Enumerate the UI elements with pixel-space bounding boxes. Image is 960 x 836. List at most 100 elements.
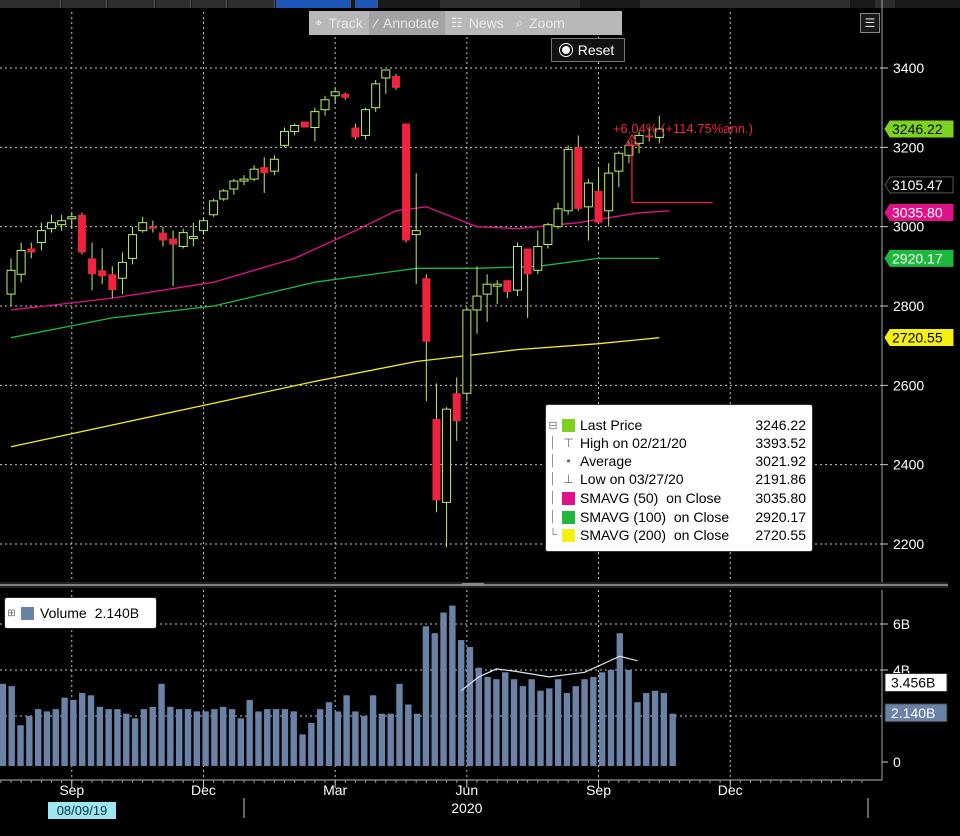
candle bbox=[148, 220, 157, 233]
trend-annotation[interactable]: +6.04% (+114.75%ann.) bbox=[613, 121, 753, 204]
news-button[interactable]: ☷ News bbox=[445, 11, 510, 35]
price-legend[interactable]: ⊟ Last Price 3246.22 │ ⊤ High on 02/21/2… bbox=[545, 404, 813, 552]
volume-bar bbox=[396, 683, 403, 766]
range-button-5y[interactable] bbox=[192, 0, 227, 8]
volume-bar bbox=[26, 716, 33, 766]
volume-bar bbox=[114, 709, 121, 766]
year-label: 2020 bbox=[451, 800, 482, 816]
candle bbox=[462, 307, 472, 402]
legend-value: 2191.86 bbox=[755, 471, 806, 487]
volume-bar bbox=[440, 612, 447, 766]
tree-line-icon: │ bbox=[549, 473, 557, 485]
price-axis[interactable]: 3400 3200 3000 2800 2600 2400 2200 3246.22 3105.… bbox=[881, 0, 954, 582]
sma200-path bbox=[10, 337, 660, 448]
sma200-line bbox=[10, 337, 660, 448]
tree-line-icon: │ bbox=[549, 437, 557, 449]
volume-bar bbox=[8, 686, 15, 766]
volume-bar bbox=[572, 686, 579, 766]
sma100-swatch bbox=[562, 510, 575, 524]
volume-bar bbox=[537, 690, 544, 766]
volume-tag bbox=[884, 673, 948, 693]
candle bbox=[563, 145, 573, 215]
volume-bar bbox=[246, 699, 253, 766]
legend-label: SMAVG (50) on Close bbox=[580, 490, 722, 506]
candle bbox=[320, 95, 330, 116]
volume-bar bbox=[369, 695, 377, 766]
legend-row-sma100: │ SMAVG (100) on Close 2920.17 bbox=[546, 508, 812, 526]
sma50-path bbox=[10, 206, 670, 311]
chart-content-tab[interactable] bbox=[640, 0, 850, 8]
volume-bar bbox=[554, 679, 562, 766]
candlestick-series bbox=[6, 69, 664, 548]
legend-label: SMAVG (200) on Close bbox=[580, 527, 730, 543]
candle-body bbox=[330, 91, 340, 97]
legend-row-average: │ • Average 3021.92 bbox=[546, 452, 812, 470]
volume-average-line bbox=[460, 655, 638, 692]
settings-gear-icon[interactable] bbox=[875, 0, 895, 8]
range-button-6m[interactable] bbox=[62, 0, 107, 8]
candle bbox=[209, 198, 219, 217]
candle bbox=[310, 107, 320, 142]
interval-dropdown[interactable] bbox=[276, 0, 351, 8]
range-button-ytd[interactable] bbox=[108, 0, 155, 8]
volume-bar bbox=[493, 679, 500, 766]
range-start-date[interactable]: 08/09/19 bbox=[48, 802, 116, 819]
candle-body bbox=[391, 75, 400, 88]
candle bbox=[422, 274, 431, 402]
candle bbox=[219, 188, 229, 201]
candle bbox=[260, 157, 269, 193]
annotate-label: Annotate bbox=[382, 15, 440, 31]
volume-bar bbox=[660, 693, 668, 766]
legend-value: 3021.92 bbox=[755, 453, 806, 469]
track-button[interactable]: ⌖ Track bbox=[309, 11, 369, 35]
volume-bar bbox=[87, 695, 95, 766]
candle-body bbox=[178, 232, 188, 248]
candle-body bbox=[300, 121, 309, 128]
pane-divider[interactable] bbox=[0, 582, 948, 588]
volume-bar bbox=[131, 718, 139, 766]
volume-bar bbox=[449, 605, 456, 766]
candle-body bbox=[604, 172, 614, 212]
chart-type-button[interactable] bbox=[355, 0, 378, 8]
candle-body bbox=[6, 269, 16, 295]
volume-bar bbox=[616, 633, 624, 766]
candle-body bbox=[148, 226, 157, 229]
table-tab[interactable] bbox=[440, 0, 580, 8]
candle bbox=[654, 115, 664, 144]
reset-icon bbox=[561, 46, 570, 54]
volume-legend[interactable]: ⊞ Volume 2.140B bbox=[4, 597, 157, 629]
collapse-icon[interactable]: ⊞ bbox=[7, 607, 16, 619]
candle-body bbox=[583, 182, 593, 208]
price-tick-label: 2200 bbox=[893, 536, 924, 552]
price-tick-label: 2400 bbox=[893, 457, 924, 473]
legend-row-last-price: ⊟ Last Price 3246.22 bbox=[546, 416, 812, 434]
range-button-1y[interactable] bbox=[156, 0, 191, 8]
candle-body bbox=[239, 178, 249, 182]
volume-bar bbox=[43, 711, 51, 766]
annotate-button[interactable]: ∕ Annotate bbox=[368, 11, 446, 35]
candle-body bbox=[533, 246, 543, 271]
range-button-max[interactable] bbox=[228, 0, 275, 8]
high-marker-icon: ⊤ bbox=[563, 436, 574, 450]
candle bbox=[351, 123, 360, 140]
zoom-button[interactable]: ⌕ Zoom bbox=[510, 11, 571, 35]
candle-body bbox=[128, 234, 138, 259]
range-button-1m[interactable] bbox=[0, 0, 61, 8]
reset-button[interactable]: Reset bbox=[551, 38, 625, 62]
chart-options-icon[interactable]: ☰ bbox=[860, 13, 880, 33]
candle-body bbox=[381, 69, 391, 79]
news-icon: ☷ bbox=[451, 15, 463, 30]
candle bbox=[574, 135, 583, 211]
collapse-icon[interactable]: ⊟ bbox=[548, 419, 558, 432]
top-menu-bar[interactable] bbox=[0, 0, 960, 8]
time-axis[interactable]: SepDecMarJunSepDec20192020 bbox=[0, 779, 882, 818]
price-tick-label: 3400 bbox=[893, 60, 924, 76]
volume-bar bbox=[475, 667, 483, 766]
volume-bar bbox=[519, 686, 527, 766]
price-tag-label: 2720.55 bbox=[892, 330, 943, 346]
volume-bar bbox=[387, 713, 394, 766]
news-label: News bbox=[468, 15, 504, 31]
candle bbox=[402, 123, 411, 243]
